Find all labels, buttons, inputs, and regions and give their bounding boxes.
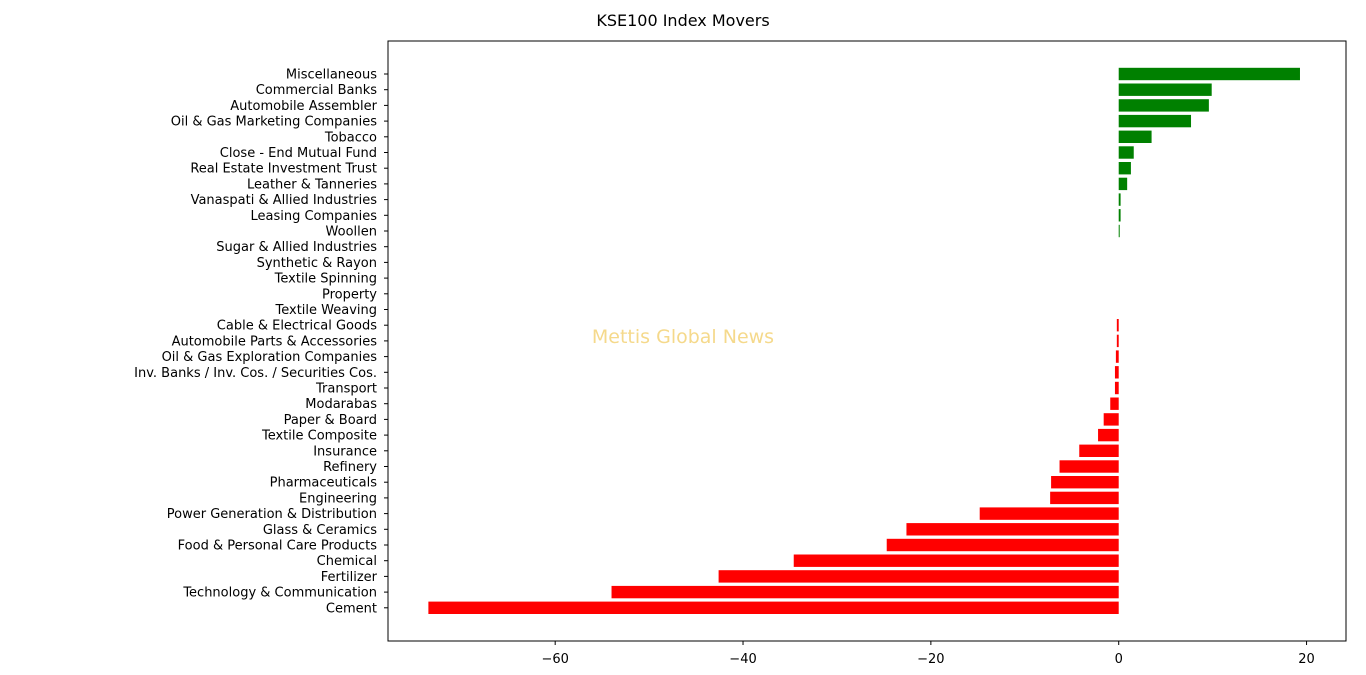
bar: [1116, 319, 1119, 332]
y-tick-label: Woollen: [326, 225, 377, 240]
y-tick-label: Power Generation & Distribution: [167, 507, 377, 522]
y-tick-label: Oil & Gas Exploration Companies: [162, 350, 378, 365]
bar: [1118, 99, 1209, 112]
bar: [1118, 146, 1134, 159]
y-tick-label: Vanaspati & Allied Industries: [191, 193, 378, 208]
bar: [1118, 162, 1131, 175]
bar: [1118, 67, 1300, 81]
y-tick-label: Engineering: [299, 491, 377, 506]
bar: [1118, 209, 1121, 222]
bar: [1114, 381, 1119, 395]
y-tick-label: Tobacco: [324, 130, 377, 145]
bar: [1116, 334, 1119, 348]
y-tick-label: Cement: [326, 601, 377, 616]
x-tick-label: 20: [1298, 652, 1315, 667]
bar: [1051, 476, 1119, 489]
bar: [1118, 130, 1152, 143]
bar: [1050, 491, 1119, 505]
bar: [1098, 428, 1119, 442]
y-tick-label: Textile Composite: [261, 429, 377, 444]
bar: [428, 601, 1119, 614]
y-tick-label: Miscellaneous: [286, 68, 377, 83]
y-tick-label: Food & Personal Care Products: [178, 539, 378, 554]
y-tick-label: Oil & Gas Marketing Companies: [171, 115, 377, 130]
y-tick-label: Commercial Banks: [256, 83, 378, 98]
bar: [1118, 224, 1120, 238]
bar: [1059, 460, 1119, 473]
y-tick-label: Inv. Banks / Inv. Cos. / Securities Cos.: [134, 366, 377, 381]
y-tick-label: Chemical: [317, 554, 377, 569]
bar: [1079, 444, 1119, 457]
chart-title: KSE100 Index Movers: [596, 11, 770, 30]
bar: [1118, 83, 1212, 96]
plot-frame: [387, 40, 1347, 642]
x-tick-label: −40: [729, 652, 756, 667]
x-tick-label: −60: [541, 652, 568, 667]
y-tick-label: Sugar & Allied Industries: [216, 240, 377, 255]
y-tick-label: Pharmaceuticals: [270, 476, 378, 491]
bar: [718, 570, 1119, 583]
bar: [1115, 350, 1119, 363]
bar: [611, 585, 1119, 599]
watermark-text: Mettis Global News: [592, 326, 774, 348]
y-tick-label: Real Estate Investment Trust: [190, 162, 377, 177]
bar: [1103, 413, 1119, 426]
bar: [906, 523, 1119, 536]
bar: [1110, 397, 1119, 410]
bar: [793, 554, 1119, 567]
bar: [1114, 366, 1119, 379]
y-tick-label: Paper & Board: [284, 413, 377, 428]
y-tick-label: Leather & Tanneries: [247, 177, 377, 192]
y-tick-label: Cable & Electrical Goods: [217, 319, 377, 334]
y-tick-label: Glass & Ceramics: [263, 523, 377, 538]
bar: [1118, 114, 1192, 128]
y-tick-label: Refinery: [323, 460, 377, 475]
x-tick-label: 0: [1115, 652, 1123, 667]
y-tick-label: Close - End Mutual Fund: [220, 146, 377, 161]
y-tick-label: Textile Spinning: [274, 272, 377, 287]
y-tick-label: Textile Weaving: [275, 303, 378, 318]
y-tick-label: Synthetic & Rayon: [257, 256, 377, 271]
y-tick-label: Automobile Parts & Accessories: [172, 334, 378, 349]
y-tick-label: Property: [322, 287, 377, 302]
y-tick-label: Insurance: [313, 444, 377, 459]
y-tick-label: Leasing Companies: [250, 209, 377, 224]
x-tick-label: −20: [917, 652, 944, 667]
bar: [979, 507, 1119, 520]
y-tick-label: Automobile Assembler: [230, 99, 377, 114]
y-tick-label: Technology & Communication: [182, 586, 377, 601]
y-tick-label: Modarabas: [305, 397, 377, 412]
y-tick-label: Fertilizer: [321, 570, 378, 585]
y-tick-label: Transport: [315, 382, 377, 397]
bar: [1118, 177, 1128, 191]
bar: [886, 538, 1119, 552]
bar: [1118, 193, 1121, 206]
